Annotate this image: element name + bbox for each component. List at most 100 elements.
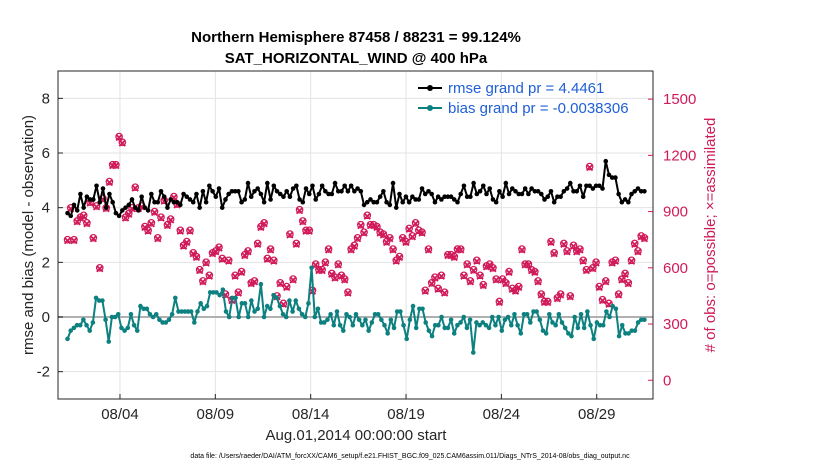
y-tick-label: -2	[37, 364, 50, 381]
bias-point	[543, 331, 549, 336]
rmse-point	[522, 186, 528, 191]
obs-possible-point	[144, 226, 152, 235]
obs-assimilated-point	[373, 223, 381, 232]
obs-assimilated-point	[389, 246, 397, 254]
obs-possible-point	[518, 245, 526, 253]
bias-point	[309, 265, 314, 271]
obs-possible-point	[385, 233, 394, 242]
obs-assimilated-point	[440, 289, 449, 297]
obs-possible-point	[466, 277, 475, 285]
rmse-point	[194, 191, 199, 197]
obs-assimilated-point	[489, 265, 497, 273]
rmse-point	[161, 194, 167, 200]
rmse-point	[258, 191, 264, 197]
rmse-point	[168, 197, 173, 202]
bias-point	[331, 322, 337, 328]
bias-point	[204, 303, 210, 309]
bias-point	[312, 314, 318, 320]
bias-point	[623, 331, 628, 336]
rmse-point	[613, 175, 618, 180]
bias-point	[379, 317, 384, 323]
obs-possible-point	[105, 177, 114, 186]
obs-assimilated-point	[556, 291, 565, 299]
obs-assimilated-point	[479, 281, 487, 290]
obs-assimilated-point	[276, 280, 284, 288]
obs-possible-point	[224, 256, 233, 265]
rmse-point	[294, 183, 299, 189]
bias-point	[353, 311, 359, 317]
obs-assimilated-point	[386, 235, 394, 243]
rmse-point	[451, 197, 457, 202]
rmse-point	[345, 188, 351, 194]
rmse-point	[477, 188, 483, 194]
bias-point	[417, 306, 422, 312]
rmse-point	[426, 188, 431, 194]
rmse-point	[248, 194, 254, 200]
obs-possible-point	[495, 297, 504, 306]
rmse-point	[74, 208, 80, 213]
rmse-point	[416, 197, 422, 202]
obs-assimilated-point	[80, 212, 88, 220]
rmse-point	[381, 188, 386, 194]
obs-possible-point	[253, 239, 262, 248]
obs-possible-point	[469, 265, 478, 274]
obs-possible-point	[153, 233, 162, 242]
rmse-point	[171, 199, 177, 205]
obs-possible-point	[472, 256, 481, 265]
obs-assimilated-point	[231, 272, 239, 280]
y-tick-label: 0	[42, 309, 50, 326]
bias-point	[638, 317, 644, 323]
bias-point	[493, 322, 498, 328]
rmse-point	[297, 197, 302, 202]
obs-possible-point	[614, 290, 623, 298]
obs-possible-point	[340, 275, 349, 283]
obs-assimilated-point	[205, 272, 213, 280]
rmse-point	[91, 197, 96, 202]
obs-assimilated-point	[534, 278, 542, 286]
bias-point	[442, 325, 448, 331]
obs-assimilated-point	[395, 253, 404, 262]
rmse-point	[216, 186, 222, 191]
bias-point	[581, 325, 587, 331]
obs-possible-point	[215, 243, 223, 252]
bias-point	[185, 309, 191, 314]
bias-point	[451, 331, 457, 336]
obs-assimilated-point	[318, 266, 326, 275]
rmse-point	[361, 202, 367, 208]
obs-possible-point	[621, 269, 629, 278]
bias-point	[524, 311, 530, 317]
bias-point	[163, 320, 169, 325]
chart-subtitle: SAT_HORIZONTAL_WIND @ 400 hPa	[225, 50, 488, 67]
rmse-point	[364, 199, 370, 205]
obs-assimilated-point	[292, 240, 300, 249]
rmse-point	[513, 188, 518, 194]
bias-point	[537, 317, 543, 323]
obs-assimilated-point	[305, 227, 313, 235]
bias-point	[531, 309, 536, 314]
rmse-point	[197, 205, 202, 210]
rmse-point	[129, 197, 135, 202]
obs-possible-point	[344, 288, 352, 297]
rmse-point	[68, 213, 74, 219]
bias-point	[398, 309, 403, 314]
rmse-point	[387, 202, 393, 208]
obs-assimilated-point	[466, 278, 475, 286]
obs-possible-point	[402, 237, 410, 246]
rmse-point	[493, 199, 499, 205]
rmse-point	[152, 199, 157, 205]
bias-point	[474, 320, 479, 325]
y-tick-label: 4	[42, 200, 50, 217]
bias-point	[302, 314, 308, 320]
obs-possible-point	[579, 256, 588, 265]
rmse-point	[371, 199, 377, 205]
obs-possible-point	[434, 284, 443, 293]
obs-assimilated-point	[357, 221, 365, 230]
obs-possible-point	[356, 220, 365, 229]
rmse-point	[181, 191, 186, 197]
bias-point	[261, 314, 267, 320]
bias-point	[328, 311, 333, 317]
bias-point	[188, 309, 194, 314]
obs-possible-point	[324, 245, 333, 253]
obs-possible-point	[585, 162, 594, 171]
